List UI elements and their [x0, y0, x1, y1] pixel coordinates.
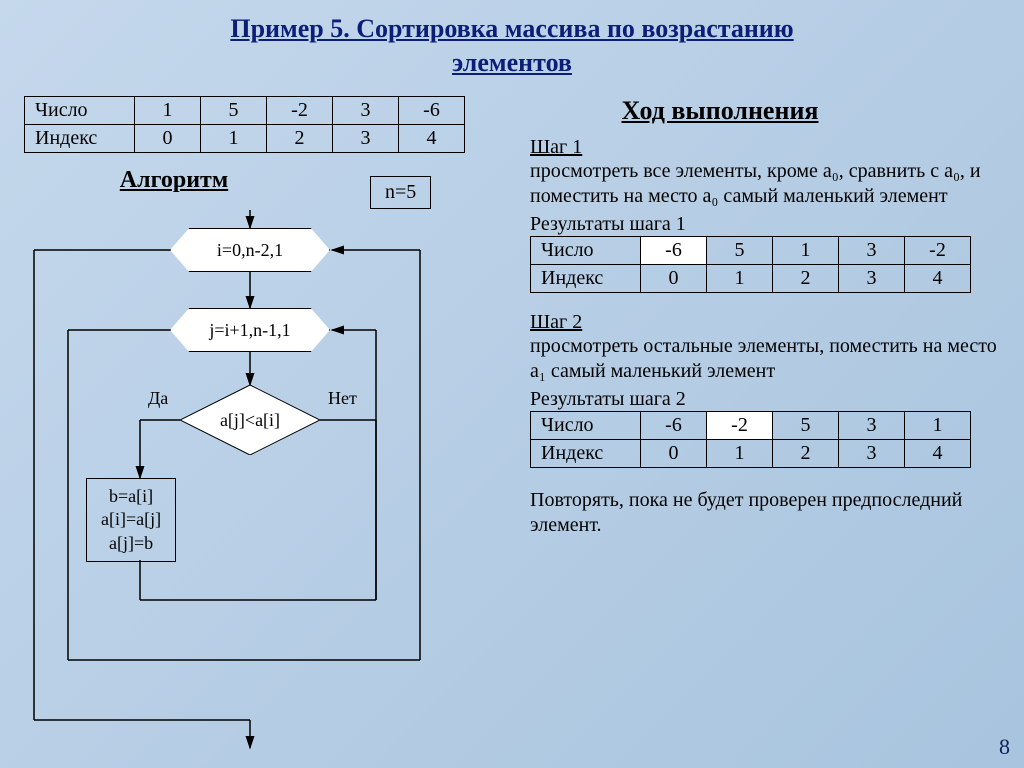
cell: -6: [641, 237, 707, 265]
cell: -2: [905, 237, 971, 265]
cell: 1: [135, 97, 201, 125]
swap-l2: a[i]=a[j]: [101, 508, 161, 531]
step2-result-label: Результаты шага 2: [530, 388, 1000, 411]
loop-i-text: i=0,n-2,1: [217, 240, 283, 261]
cell: 1: [707, 265, 773, 293]
cell: -6: [399, 97, 465, 125]
cell: 1: [707, 440, 773, 468]
step2-body: просмотреть остальные элементы, поместит…: [530, 334, 1000, 384]
no-label: Нет: [328, 388, 357, 409]
cell: 3: [333, 97, 399, 125]
cell: 1: [201, 125, 267, 153]
condition-diamond: a[j]<a[i]: [180, 385, 320, 455]
row-label-index: Индекс: [531, 265, 641, 293]
left-column: Число 1 5 -2 3 -6 Индекс 0 1 2 3 4 Алгор…: [24, 96, 504, 194]
cell: 1: [905, 412, 971, 440]
cell: 5: [707, 237, 773, 265]
title-line1: Пример 5. Сортировка массива по возраста…: [230, 14, 793, 43]
cell: -6: [641, 412, 707, 440]
loop-j-hex: j=i+1,n-1,1: [170, 308, 330, 352]
condition-text: a[j]<a[i]: [220, 410, 280, 431]
row-label-value: Число: [531, 237, 641, 265]
cell: 2: [267, 125, 333, 153]
cell: 4: [905, 265, 971, 293]
right-column: Ход выполнения Шаг 1 просмотреть все эле…: [530, 96, 1000, 542]
swap-l3: a[j]=b: [101, 532, 161, 555]
n-box: n=5: [370, 176, 431, 209]
footer-note: Повторять, пока не будет проверен предпо…: [530, 488, 1000, 538]
cell: 4: [399, 125, 465, 153]
yes-label: Да: [148, 388, 168, 409]
cell: 3: [839, 440, 905, 468]
cell: 3: [839, 237, 905, 265]
cell: 2: [773, 440, 839, 468]
step1-table: Число -6 5 1 3 -2 Индекс 0 1 2 3 4: [530, 236, 971, 293]
step1-result-label: Результаты шага 1: [530, 213, 1000, 236]
algorithm-heading: Алгоритм: [24, 167, 324, 194]
cell: 0: [135, 125, 201, 153]
title-line2: элементов: [452, 48, 572, 77]
page-number: 8: [999, 734, 1010, 760]
cell: 0: [641, 440, 707, 468]
page-title: Пример 5. Сортировка массива по возраста…: [0, 0, 1024, 80]
row-label-value: Число: [531, 412, 641, 440]
loop-j-text: j=i+1,n-1,1: [209, 320, 290, 341]
swap-block: b=a[i] a[i]=a[j] a[j]=b: [86, 478, 176, 562]
step2-heading: Шаг 2: [530, 311, 1000, 334]
cell: 5: [201, 97, 267, 125]
cell: 3: [839, 265, 905, 293]
cell: 0: [641, 265, 707, 293]
cell: -2: [267, 97, 333, 125]
cell: 4: [905, 440, 971, 468]
step1-body: просмотреть все элементы, кроме a₀, срав…: [530, 159, 1000, 209]
row-label-index: Индекс: [531, 440, 641, 468]
cell: 1: [773, 237, 839, 265]
cell: 3: [839, 412, 905, 440]
cell: 3: [333, 125, 399, 153]
cell: 5: [773, 412, 839, 440]
initial-array-table: Число 1 5 -2 3 -6 Индекс 0 1 2 3 4: [24, 96, 465, 153]
flowchart: i=0,n-2,1 j=i+1,n-1,1 a[j]<a[i] Да Нет b…: [20, 220, 480, 750]
cell: 2: [773, 265, 839, 293]
swap-l1: b=a[i]: [101, 485, 161, 508]
execution-heading: Ход выполнения: [530, 96, 910, 126]
cell: -2: [707, 412, 773, 440]
step1-heading: Шаг 1: [530, 136, 1000, 159]
row-label-index: Индекс: [25, 125, 135, 153]
step2-table: Число -6 -2 5 3 1 Индекс 0 1 2 3 4: [530, 411, 971, 468]
loop-i-hex: i=0,n-2,1: [170, 228, 330, 272]
row-label-value: Число: [25, 97, 135, 125]
